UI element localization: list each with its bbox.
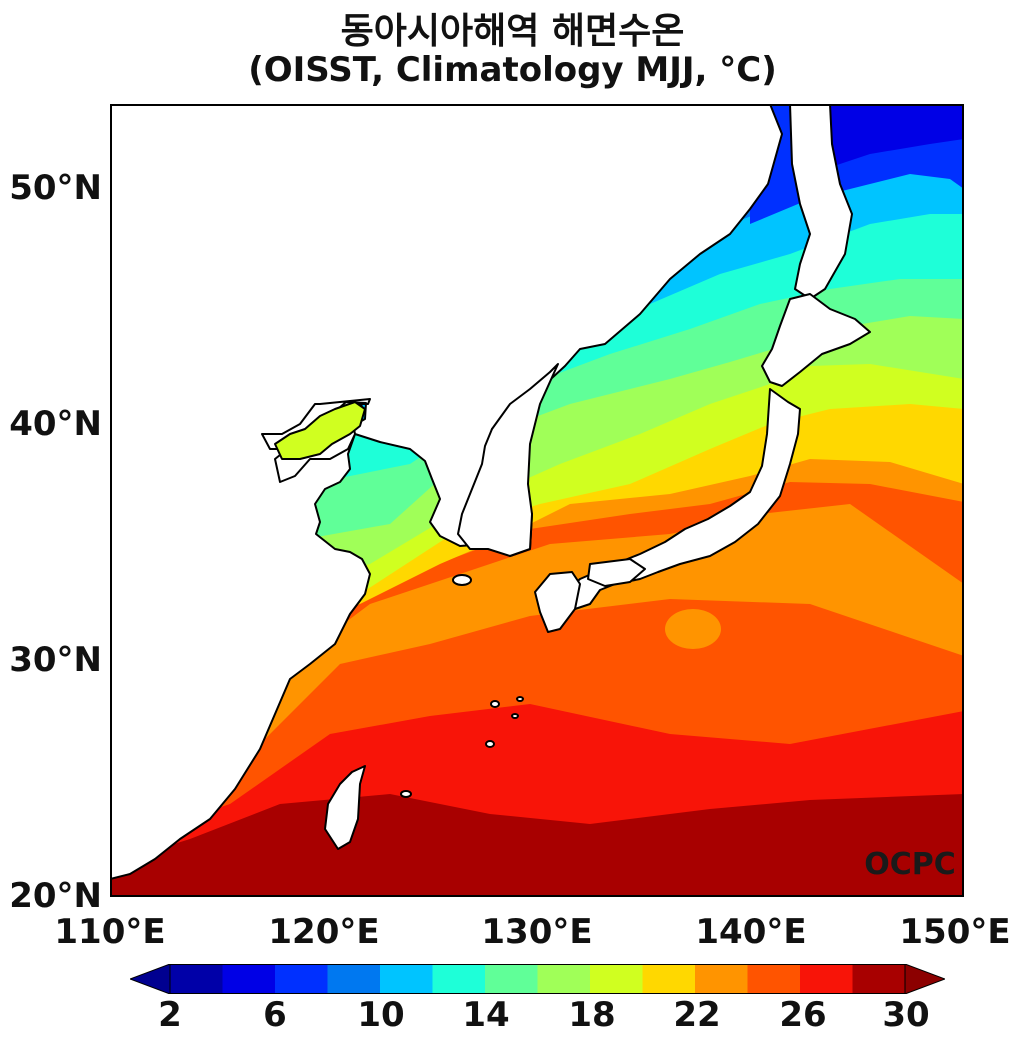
colorbar-swatch: [695, 964, 748, 994]
colorbar-swatch: [537, 964, 591, 994]
colorbar-swatch: [590, 964, 643, 994]
colorbar-swatch: [485, 964, 538, 994]
colorbar-swatch: [380, 964, 433, 994]
map-subtitle: (OISST, Climatology MJJ, °C): [248, 50, 777, 90]
lon-label-110: 110°E: [54, 912, 166, 952]
colorbar-tick-10: 10: [357, 995, 405, 1035]
ocpc-watermark: OCPC: [864, 847, 956, 882]
colorbar-tick-6: 6: [263, 995, 287, 1035]
colorbar-swatch: [642, 964, 696, 994]
colorbar-tick-30: 30: [882, 995, 930, 1035]
colorbar-swatch: [747, 964, 801, 994]
colorbar-tick-22: 22: [673, 995, 721, 1035]
colorbar-tick-2: 2: [158, 995, 182, 1035]
lat-label-30: 30°N: [9, 640, 102, 680]
lon-label-150: 150°E: [899, 912, 1011, 952]
colorbar-swatch: [432, 964, 486, 994]
lon-label-130: 130°E: [481, 912, 593, 952]
lon-label-140: 140°E: [695, 912, 807, 952]
colorbar-swatch: [852, 964, 906, 994]
colorbar-tick-14: 14: [462, 995, 510, 1035]
sst-map: OCPC: [110, 104, 964, 897]
colorbar-swatch: [170, 964, 223, 994]
colorbar-tick-26: 26: [779, 995, 827, 1035]
colorbar-swatch: [222, 964, 276, 994]
lon-label-120: 120°E: [268, 912, 380, 952]
lat-label-50: 50°N: [9, 168, 102, 208]
lat-label-40: 40°N: [9, 404, 102, 444]
colorbar-over-arrow: [904, 964, 945, 994]
map-title: 동아시아해역 해면수온: [340, 11, 685, 52]
lat-label-20: 20°N: [9, 876, 102, 916]
map-border: [110, 104, 964, 897]
colorbar-tick-18: 18: [568, 995, 616, 1035]
colorbar-swatch: [327, 964, 381, 994]
colorbar-swatch: [275, 964, 328, 994]
colorbar-under-arrow: [130, 964, 171, 994]
colorbar-swatch: [800, 964, 853, 994]
colorbar-border: [169, 964, 906, 994]
colorbar: [130, 964, 945, 994]
land: [110, 104, 871, 880]
